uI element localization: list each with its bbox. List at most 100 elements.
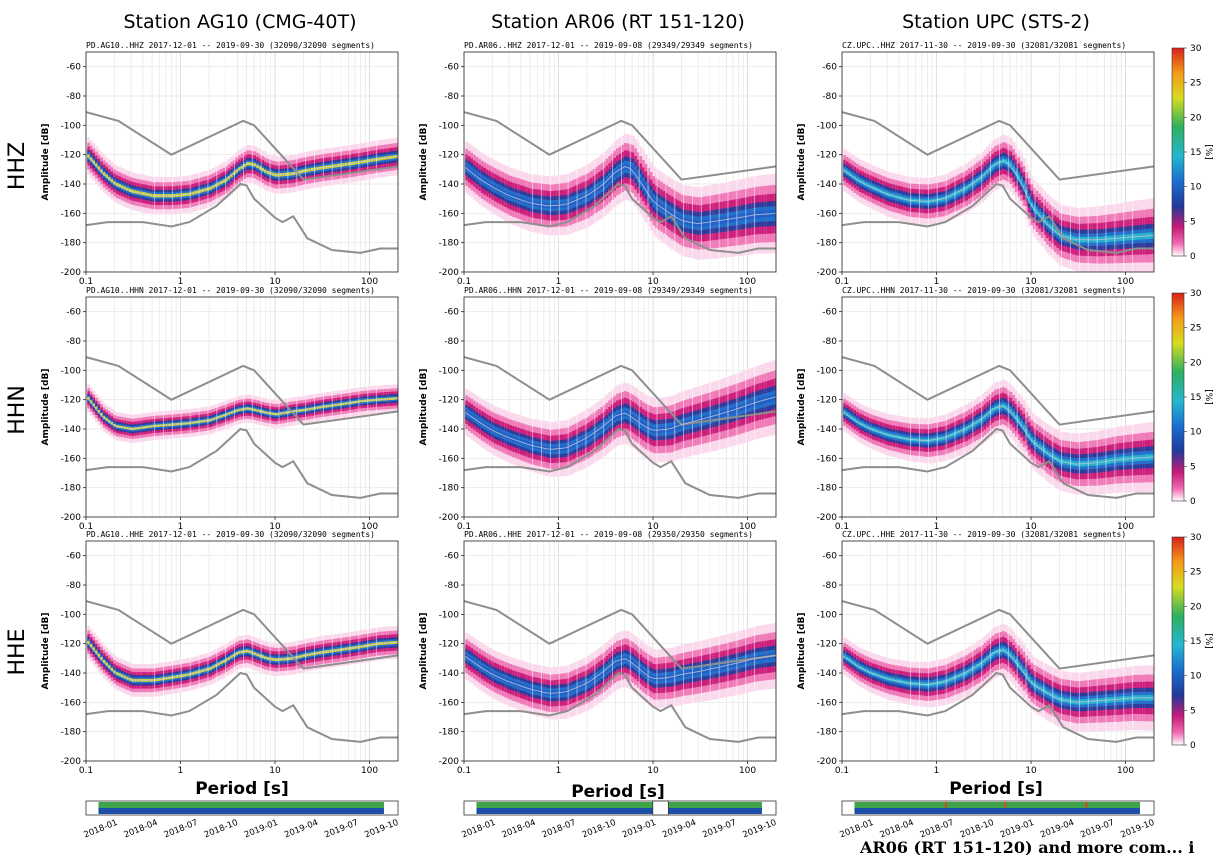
x-tick-label: 10 [647,277,659,287]
colorbar-tick-label: 15 [1190,148,1201,158]
y-tick-label: -100 [439,610,460,620]
noise-models [464,111,776,254]
psd-panel: CZ.UPC..HHE 2017-11-30 -- 2019-09-30 (32… [797,530,1155,776]
y-tick-label: -120 [439,396,460,406]
high-noise-model-line [86,600,398,670]
axes-frame [841,296,1155,518]
high-noise-model-line [842,111,1154,181]
panel-title: PD.AR06..HHZ 2017-12-01 -- 2019-09-08 (2… [464,41,753,50]
y-tick-label: -160 [61,209,82,219]
y-tick-label: -100 [817,610,838,620]
y-tick-label: -100 [61,121,82,131]
mode-line [464,654,776,694]
y-tick-label: -200 [439,757,460,767]
x-tick-label: 0.1 [835,766,849,776]
x-tick-label: 1 [934,277,940,287]
colorbar-tick-label: 30 [1190,289,1202,299]
psd-panel: CZ.UPC..HHZ 2017-11-30 -- 2019-09-30 (32… [797,41,1155,287]
panel-title: CZ.UPC..HHZ 2017-11-30 -- 2019-09-30 (32… [842,41,1126,50]
y-tick-label: -140 [817,425,838,435]
y-tick-label: -80 [66,337,81,347]
noise-models [86,600,398,743]
date-tick-label: 2018-07 [163,818,200,841]
low-noise-model-line [86,182,398,254]
axes-frame [85,296,399,518]
y-tick-label: -60 [444,308,459,318]
y-tick-label: -80 [66,92,81,102]
y-tick-label: -100 [61,610,82,620]
y-tick-label: -60 [66,552,81,562]
y-tick-label: -100 [61,366,82,376]
date-tick-label: 2019-04 [283,818,320,841]
xlabel-col2: Period [s] [571,782,665,802]
panel-title: PD.AR06..HHN 2017-12-01 -- 2019-09-08 (2… [464,286,753,295]
y-tick-label: -200 [817,268,838,278]
x-tick-label: 0.1 [79,522,93,532]
y-tick-label: -160 [439,454,460,464]
y-axis-label: Amplitude [dB] [797,369,807,446]
y-axis-label: Amplitude [dB] [419,613,429,690]
row-label-hhn: HHN [5,385,30,435]
x-tick-label: 0.1 [835,522,849,532]
y-tick-label: -60 [66,63,81,73]
column-title-ag10: Station AG10 (CMG-40T) [123,11,356,33]
x-tick-label: 100 [361,277,378,287]
psd-panel: PD.AG10..HHE 2017-12-01 -- 2019-09-30 (3… [41,530,399,776]
y-tick-label: -60 [822,308,837,318]
date-tick-label: 2018-10 [581,818,618,841]
y-tick-label: -80 [66,581,81,591]
x-tick-label: 1 [556,766,562,776]
x-tick-label: 1 [556,522,562,532]
psd-panels: PD.AG10..HHZ 2017-12-01 -- 2019-09-30 (3… [41,41,1155,776]
low-noise-model-line [86,427,398,499]
y-axis-label: Amplitude [dB] [41,369,51,446]
y-tick-label: -80 [822,581,837,591]
y-tick-label: -80 [444,337,459,347]
y-tick-label: -200 [61,268,82,278]
data-availability-strips: 2018-01 2018-04 2018-07 2018-10 2019-01 2019-… [83,800,1156,841]
colorbar: 0 5 10 15 20 25 30 [%] [1171,44,1213,262]
y-tick-label: -160 [61,698,82,708]
y-tick-label: -180 [61,239,82,249]
y-tick-label: -160 [817,209,838,219]
y-axis-label: Amplitude [dB] [797,613,807,690]
axes-frame [841,51,1155,273]
high-noise-model-line [86,356,398,426]
y-tick-label: -180 [61,484,82,494]
y-tick-label: -200 [61,757,82,767]
psd-panel: PD.AR06..HHZ 2017-12-01 -- 2019-09-08 (2… [419,41,777,287]
y-axis-label: Amplitude [dB] [419,369,429,446]
row-label-hhz: HHZ [5,142,30,190]
y-tick-label: -100 [439,366,460,376]
colorbar-tick-label: 25 [1190,568,1201,578]
y-tick-label: -60 [444,63,459,73]
low-noise-model-line [842,427,1154,499]
y-tick-label: -140 [61,425,82,435]
low-noise-model-line [86,671,398,743]
date-tick-label: 2019-10 [363,818,400,841]
date-tick-label: 2018-01 [83,818,120,841]
low-noise-model-line [464,182,776,254]
colorbar-unit-label: [%] [1203,389,1213,405]
mode-line [86,640,398,681]
colorbar: 0 5 10 15 20 25 30 [%] [1171,289,1213,507]
noise-models [842,356,1154,499]
noise-models [86,111,398,254]
x-tick-label: 100 [739,522,756,532]
x-tick-label: 10 [1025,522,1037,532]
mode-line [86,396,398,430]
panel-title: CZ.UPC..HHE 2017-11-30 -- 2019-09-30 (32… [842,530,1126,539]
noise-models [86,356,398,499]
date-tick-label: 2019-01 [621,818,658,841]
y-tick-label: -140 [817,180,838,190]
x-tick-label: 10 [269,277,281,287]
y-tick-label: -200 [817,513,838,523]
colorbar-unit-label: [%] [1203,633,1213,649]
y-tick-label: -120 [61,396,82,406]
axes-frame [463,296,777,518]
y-tick-label: -140 [61,669,82,679]
low-noise-model-line [464,671,776,743]
x-tick-label: 0.1 [79,766,93,776]
colorbar-tick-label: 30 [1190,44,1202,54]
date-tick-label: 2018-04 [501,818,538,841]
